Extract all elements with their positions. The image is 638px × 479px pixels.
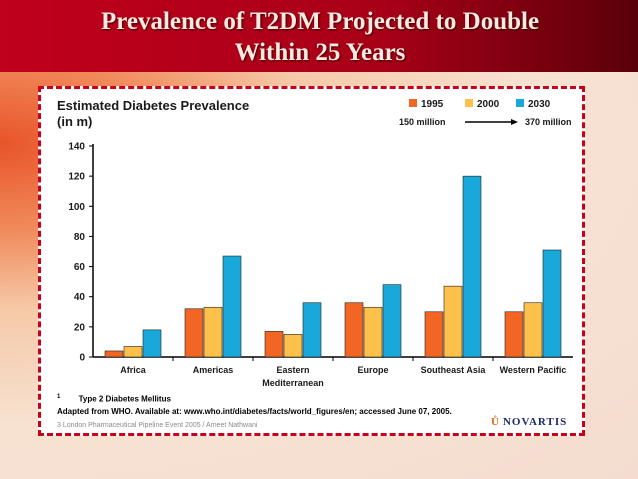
slide-title-line1: Prevalence of T2DM Projected to Double: [100, 8, 540, 35]
y-tick-label: 0: [79, 353, 85, 364]
bar-2030: [222, 255, 242, 358]
bar-1995: [344, 302, 364, 358]
bar-chart: Estimated Diabetes Prevalence (in m) 199…: [57, 98, 573, 388]
bar-1995: [264, 331, 284, 358]
x-tick-label: Africa: [120, 365, 147, 375]
title-bar: [0, 0, 638, 72]
x-tick-label: Eastern: [276, 365, 309, 375]
y-tick-label: 120: [68, 172, 85, 183]
bar-2000: [123, 346, 143, 358]
legend-label-2000: 2000: [477, 99, 500, 110]
slide-title-line2: Within 25 Years: [234, 39, 406, 66]
legend-label-2030: 2030: [528, 99, 551, 110]
novartis-logo-text: NOVARTIS: [502, 416, 568, 428]
bar-2000: [203, 306, 223, 358]
bar-2030: [142, 329, 162, 358]
x-tick-label: Southeast Asia: [421, 365, 487, 375]
footnote-marker: 1: [57, 394, 61, 400]
y-tick-label: 20: [74, 322, 86, 333]
bar-2000: [443, 285, 463, 358]
x-tick-label: Americas: [193, 365, 234, 375]
annotation-arrow-head: [511, 119, 518, 125]
y-tick-label: 60: [74, 262, 86, 273]
plot-area: 0 20 40 60 80 100 120 140 Africa Americas Eastern M…: [68, 142, 573, 388]
bar-2030: [302, 302, 322, 358]
novartis-logo-mark-icon: Ů: [491, 416, 500, 428]
bar-2000: [363, 306, 383, 358]
bar-2000: [283, 334, 303, 358]
y-tick-label: 80: [74, 232, 86, 243]
chart-title: Estimated Diabetes Prevalence: [57, 98, 249, 113]
chart-panel: Estimated Diabetes Prevalence (in m) 199…: [38, 86, 585, 436]
bar-1995: [424, 311, 444, 358]
y-tick-label: 140: [68, 142, 85, 153]
bar-2000: [523, 302, 543, 358]
source-citation: Adapted from WHO. Available at: www.who.…: [57, 407, 452, 416]
x-tick-label: Western Pacific: [500, 365, 567, 375]
annotation-end: 370 million: [525, 117, 572, 127]
legend-swatch-1995: [409, 99, 417, 107]
legend-swatch-2000: [465, 99, 473, 107]
bar-2030: [542, 249, 562, 358]
bar-2030: [382, 284, 402, 358]
annotation-start: 150 million: [399, 117, 446, 127]
presentation-footer: 3 London Pharmaceutical Pipeline Event 2…: [57, 422, 258, 429]
bar-1995: [184, 308, 204, 358]
x-tick-label: Mediterranean: [262, 378, 324, 388]
y-tick-label: 100: [68, 202, 85, 213]
footnote: 1 Type 2 Diabetes Mellitus: [57, 394, 171, 404]
bar-1995: [104, 350, 124, 358]
x-tick-label: Europe: [357, 365, 388, 375]
legend-label-1995: 1995: [421, 99, 444, 110]
y-tick-label: 40: [74, 292, 86, 303]
legend-swatch-2030: [516, 99, 524, 107]
chart-unit-label: (in m): [57, 114, 92, 129]
novartis-logo: Ů NOVARTIS: [491, 416, 567, 428]
slide-title: Prevalence of T2DM Projected to Double W…: [40, 6, 600, 68]
footnote-text: Type 2 Diabetes Mellitus: [78, 394, 171, 404]
bar-2030: [462, 175, 482, 358]
bar-1995: [504, 311, 524, 358]
